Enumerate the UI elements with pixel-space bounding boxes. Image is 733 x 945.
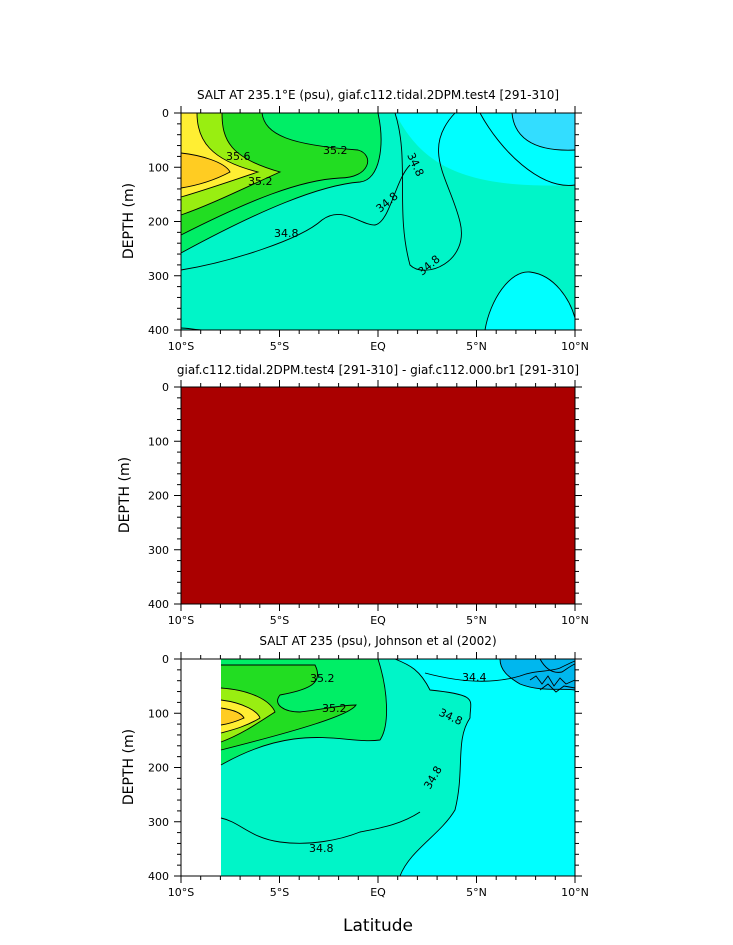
y-tick-label: 400: [148, 324, 169, 337]
p2-difference-fill: [181, 387, 575, 604]
p1-contour-line: [180, 152, 231, 189]
y-tick-label: 200: [148, 762, 169, 775]
p1-contour-line: [180, 112, 369, 236]
x-tick-label: 5°S: [270, 614, 289, 627]
panel-2: giaf.c112.tidal.2DPM.test4 [291-310] - g…: [117, 363, 589, 627]
x-tick-label: 5°S: [270, 340, 289, 353]
panel-3-title: SALT AT 235 (psu), Johnson et al (2002): [259, 634, 496, 648]
p3-contour-label: 34.8: [309, 842, 334, 855]
panel-1: SALT AT 235.1°E (psu), giaf.c112.tidal.2…: [121, 88, 589, 353]
p3-region-345: [395, 659, 575, 876]
p1-contour-line: [180, 112, 382, 254]
p1-contour-label: 34.8: [274, 227, 299, 240]
x-tick-label: EQ: [370, 340, 386, 353]
p1-contour-label: 35.2: [248, 175, 273, 188]
y-tick-label: 400: [148, 598, 169, 611]
p3-contour-line: [394, 658, 472, 877]
p3-contour-line: [220, 664, 357, 751]
panel-2-axes: 10°S 5°S EQ 5°N 10°N 0 100 200 300 400: [148, 380, 589, 627]
panel-1-contours: [180, 112, 576, 331]
y-tick-label: 0: [162, 381, 169, 394]
p1-region-345-deep: [485, 271, 575, 330]
panel-2-title: giaf.c112.tidal.2DPM.test4 [291-310] - g…: [177, 363, 579, 377]
x-tick-label: 5°N: [466, 340, 487, 353]
p3-contour-line: [529, 675, 576, 687]
panel-3-axes: 10°S 5°S EQ 5°N 10°N 0 100 200 300 400: [148, 652, 589, 899]
panel-1-fills: [181, 113, 575, 330]
x-tick-label: 10°N: [561, 340, 589, 353]
p3-contour-label: 35.2: [310, 672, 335, 685]
p1-contour-line: [479, 112, 576, 186]
x-tick-label: 10°S: [168, 886, 194, 899]
p3-contour-label: 34.4: [462, 671, 487, 684]
p3-region-352: [221, 665, 356, 750]
p3-contour-line: [220, 687, 276, 743]
y-tick-label: 300: [148, 544, 169, 557]
x-tick-label: 5°N: [466, 886, 487, 899]
x-tick-label: 10°N: [561, 614, 589, 627]
x-tick-label: 10°N: [561, 886, 589, 899]
p1-contour-line: [484, 271, 576, 331]
p1-region-343: [512, 113, 575, 151]
x-tick-label: EQ: [370, 886, 386, 899]
p3-blank-region: [181, 659, 221, 876]
x-tick-label: 5°S: [270, 886, 289, 899]
p3-contour-line: [220, 699, 261, 734]
panel-2-ylabel: DEPTH (m): [117, 457, 133, 533]
x-tick-label: 10°S: [168, 614, 194, 627]
p3-contour-line: [539, 683, 576, 693]
panel-3-ylabel: DEPTH (m): [121, 729, 137, 805]
y-tick-label: 0: [162, 653, 169, 666]
panel-1-axes: 10°S 5°S EQ 5°N 10°N 0 100 200 300 400: [148, 106, 589, 353]
p3-contour-line: [220, 658, 387, 766]
p1-contour-line: [180, 112, 260, 198]
p3-contour-line: [220, 707, 245, 726]
x-tick-label: EQ: [370, 614, 386, 627]
panel-3-fills: [181, 659, 575, 876]
p3-contour-label: 35.2: [322, 702, 347, 715]
p1-contour-line: [394, 112, 462, 271]
y-tick-label: 200: [148, 490, 169, 503]
p3-contour-line: [499, 658, 576, 691]
p1-contour-label: 35.6: [226, 150, 251, 163]
p3-region-358: [221, 708, 244, 725]
panel-3: SALT AT 235 (psu), Johnson et al (2002): [121, 634, 589, 936]
y-tick-label: 400: [148, 870, 169, 883]
y-tick-label: 300: [148, 270, 169, 283]
p1-contour-line: [180, 112, 282, 216]
y-tick-label: 0: [162, 107, 169, 120]
p3-contour-line: [220, 811, 421, 844]
panel-3-xlabel: Latitude: [343, 916, 413, 936]
panel-1-title: SALT AT 235.1°E (psu), giaf.c112.tidal.2…: [197, 88, 559, 102]
panel-3-contours: [220, 658, 576, 877]
p1-contour-line: [511, 112, 576, 151]
p3-contour-line: [424, 660, 576, 682]
y-tick-label: 200: [148, 216, 169, 229]
p3-contour-line: [539, 658, 576, 673]
panel-1-ylabel: DEPTH (m): [121, 183, 137, 259]
p1-region-358: [181, 153, 230, 188]
y-tick-label: 100: [148, 161, 169, 174]
y-tick-label: 300: [148, 816, 169, 829]
y-tick-label: 100: [148, 707, 169, 720]
x-tick-label: 5°N: [466, 614, 487, 627]
y-tick-label: 100: [148, 435, 169, 448]
p1-contour-line: [180, 164, 411, 271]
x-tick-label: 10°S: [168, 340, 194, 353]
p1-contour-label: 35.2: [323, 144, 348, 157]
